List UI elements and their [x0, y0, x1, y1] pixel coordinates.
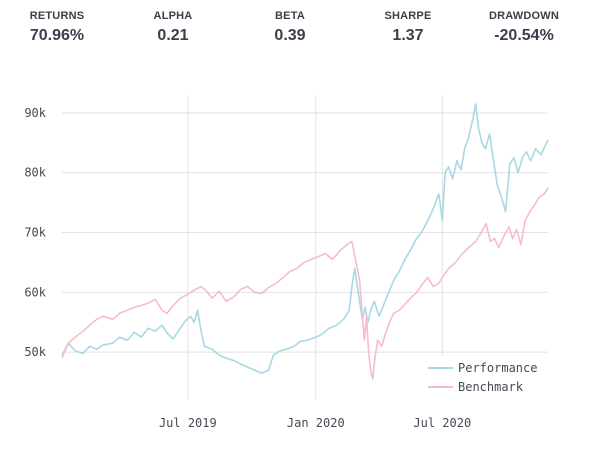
- stat-beta-label: BETA: [275, 10, 305, 22]
- series-line-performance: [61, 103, 549, 374]
- stat-returns-value: 70.96%: [29, 27, 85, 44]
- grid: [62, 95, 548, 400]
- stat-beta: BETA 0.39: [235, 10, 345, 45]
- legend: Performance Benchmark: [424, 356, 548, 400]
- stat-returns-label: RETURNS: [29, 10, 85, 22]
- y-tick-label: 60k: [24, 285, 46, 299]
- stat-drawdown-value: -20.54%: [494, 27, 554, 44]
- stat-sharpe-value: 1.37: [392, 27, 424, 44]
- legend-label-benchmark: Benchmark: [458, 380, 524, 394]
- x-tick-label: Jan 2020: [287, 416, 345, 430]
- stat-beta-value: 0.39: [274, 27, 306, 44]
- y-tick-label: 70k: [24, 226, 46, 240]
- stat-sharpe: SHARPE 1.37: [353, 10, 463, 45]
- stat-alpha-label: ALPHA: [153, 10, 193, 22]
- series-lines: [61, 103, 549, 380]
- stat-alpha: ALPHA 0.21: [118, 10, 228, 45]
- y-tick-label: 50k: [24, 345, 46, 359]
- legend-label-performance: Performance: [458, 361, 537, 375]
- axis-ticks: 50k 60k 70k 80k 90k Jul 2019 Jan 2020 Jul 2020: [24, 106, 471, 430]
- legend-background: [424, 356, 548, 400]
- stat-returns: RETURNS 70.96%: [2, 10, 112, 45]
- series-line-benchmark: [61, 187, 549, 380]
- stat-drawdown-label: DRAWDOWN: [488, 10, 560, 22]
- y-tick-label: 80k: [24, 166, 46, 180]
- x-tick-label: Jul 2020: [413, 416, 471, 430]
- y-tick-label: 90k: [24, 106, 46, 120]
- x-tick-label: Jul 2019: [159, 416, 217, 430]
- stat-drawdown: DRAWDOWN -20.54%: [469, 10, 579, 45]
- stat-sharpe-label: SHARPE: [384, 10, 432, 22]
- stats-bar: RETURNS 70.96% ALPHA 0.21 BETA 0.39 SHAR…: [0, 0, 590, 60]
- stat-alpha-value: 0.21: [157, 27, 189, 44]
